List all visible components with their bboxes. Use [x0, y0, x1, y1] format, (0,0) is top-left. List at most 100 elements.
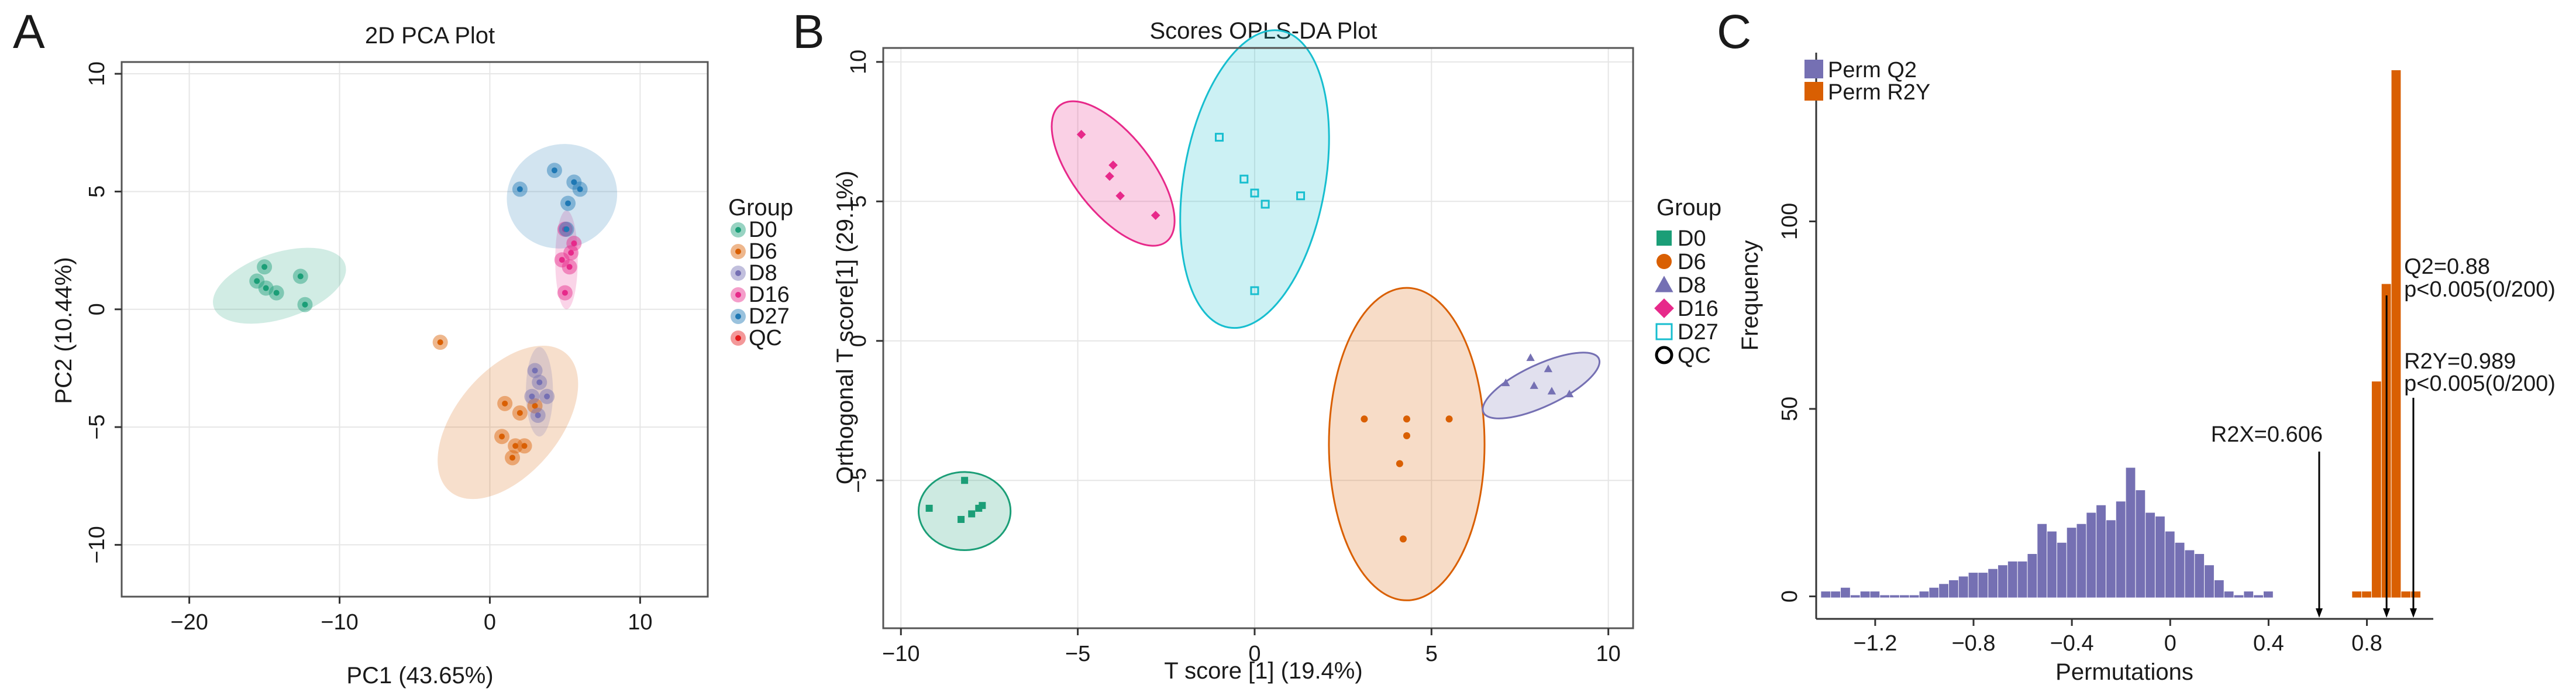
point-d6-core — [502, 400, 508, 407]
legend-key-d16-core — [735, 292, 741, 298]
bar-perm-q2 — [1850, 595, 1860, 598]
point-d16 — [562, 259, 577, 275]
legend-key-d16 — [1654, 298, 1674, 318]
bar-perm-q2 — [2047, 531, 2057, 598]
bar-perm-q2 — [1929, 587, 1939, 598]
legend-label-d27: D27 — [1678, 320, 1719, 345]
bar-perm-q2 — [2145, 512, 2155, 598]
point-d6 — [1445, 415, 1453, 423]
bar-perm-r2y — [2401, 591, 2411, 598]
pca-plot-border — [120, 61, 709, 598]
bar-perm-q2 — [1880, 595, 1890, 598]
point-d6-core — [499, 433, 505, 440]
pca-ellipses — [213, 144, 618, 500]
bar-perm-q2 — [1919, 591, 1929, 598]
x-tick-label: −10 — [321, 610, 358, 635]
permutation-y-ticks: 0 50 100 — [1778, 203, 1816, 603]
bar-perm-q2 — [2017, 561, 2027, 598]
x-tick-label: 0 — [2164, 631, 2176, 656]
bar-perm-q2 — [2263, 591, 2273, 598]
point-d0 — [297, 297, 313, 312]
panel-letter-a: A — [13, 5, 45, 58]
y-tick-label: 50 — [1778, 397, 1802, 421]
point-d16 — [1115, 191, 1125, 201]
point-d6-core — [532, 402, 538, 409]
annotation-q2-label: Q2=0.88 — [2404, 254, 2490, 279]
point-d6 — [516, 438, 532, 454]
point-d6 — [1403, 432, 1410, 439]
x-tick-label: −1.2 — [1853, 631, 1897, 656]
legend-label-d6: D6 — [1678, 250, 1706, 274]
ellipse-d27 — [1179, 29, 1330, 329]
bar-perm-r2y — [2352, 591, 2362, 598]
point-d6-core — [509, 455, 515, 461]
legend-label-d8: D8 — [749, 261, 777, 285]
point-d0 — [968, 510, 976, 518]
point-d6-core — [516, 409, 523, 416]
y-tick-label: 10 — [846, 50, 871, 74]
point-d16-core — [571, 240, 577, 247]
point-d0 — [249, 273, 265, 289]
bar-perm-r2y — [2411, 591, 2420, 598]
point-d16-core — [562, 290, 568, 296]
ellipse-d0 — [213, 247, 346, 324]
bar-perm-r2y — [2371, 381, 2381, 598]
point-d8 — [1501, 378, 1510, 387]
y-tick-label: 0 — [1778, 590, 1802, 603]
x-tick-label: 0 — [1248, 642, 1261, 666]
oplsda-gridlines — [883, 48, 1633, 628]
oplsda-y-ticks: 10 5 0 −5 — [846, 50, 883, 493]
annotation-r2x-arrowhead — [2315, 608, 2323, 618]
point-d6 — [512, 405, 528, 421]
point-d27-core — [571, 179, 577, 185]
legend-key-d8-core — [735, 270, 741, 276]
legend-key-d6-core — [735, 249, 741, 254]
x-tick-label: −5 — [1065, 642, 1090, 666]
point-d8-core — [536, 379, 543, 385]
bar-perm-q2 — [1860, 591, 1870, 598]
point-d16 — [1076, 130, 1086, 139]
point-d6 — [1361, 415, 1368, 423]
point-d16 — [1105, 171, 1114, 181]
ellipse-d8 — [1482, 352, 1601, 419]
pca-y-axis-label: PC2 (10.44%) — [51, 257, 77, 404]
panel-c: C R2X=0.606Q2=0.88p<0.005(0/200)R2Y=0.98… — [1717, 5, 2556, 685]
oplsda-title: Scores OPLS-DA Plot — [1149, 18, 1377, 44]
point-d0 — [257, 259, 273, 275]
bar-perm-q2 — [2007, 561, 2017, 598]
legend-label-d16: D16 — [1678, 297, 1719, 321]
point-d27-core — [563, 226, 570, 232]
pca-x-ticks: −20 −10 0 10 — [170, 597, 653, 635]
bar-perm-q2 — [2234, 595, 2244, 598]
x-tick-label: 10 — [1596, 642, 1621, 666]
legend-key-perm-q2 — [1804, 60, 1823, 78]
point-d0 — [958, 516, 965, 523]
bar-perm-q2 — [1899, 595, 1909, 598]
oplsda-x-axis-label: T score [1] (19.4%) — [1164, 658, 1362, 684]
legend-key-qc — [1655, 346, 1673, 364]
point-d8 — [532, 374, 547, 390]
annotation-r2x-label: R2X=0.606 — [2211, 422, 2323, 447]
x-tick-label: −10 — [882, 642, 919, 666]
bar-perm-q2 — [1890, 595, 1899, 598]
bar-perm-q2 — [2057, 542, 2067, 598]
point-d6 — [1396, 460, 1403, 467]
panel-letter-c: C — [1717, 5, 1751, 58]
y-tick-label: 0 — [846, 335, 871, 347]
point-d6 — [527, 398, 543, 414]
pca-legend-title: Group — [728, 195, 793, 221]
point-d0-core — [261, 264, 268, 270]
point-d16 — [563, 245, 579, 261]
point-d6 — [494, 429, 510, 445]
point-d0-core — [273, 290, 280, 296]
bar-perm-q2 — [2086, 512, 2096, 598]
point-d0 — [268, 285, 284, 301]
oplsda-y-axis-label: Orthogonal T score[1] (29.1%) — [832, 171, 858, 485]
x-tick-label: −0.4 — [2050, 631, 2094, 656]
point-d6 — [1399, 535, 1407, 543]
point-d16 — [554, 252, 570, 268]
bar-perm-q2 — [2185, 550, 2195, 598]
bar-perm-q2 — [1948, 580, 1958, 598]
bar-perm-q2 — [2254, 595, 2263, 598]
